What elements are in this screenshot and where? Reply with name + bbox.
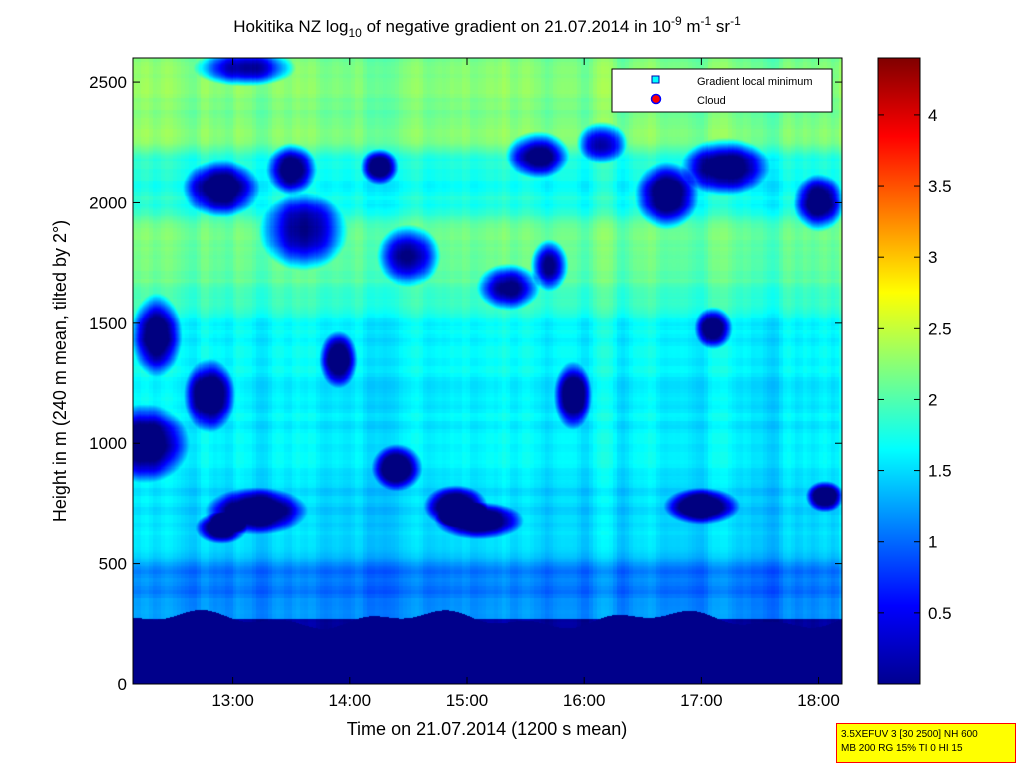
x-axis: 13:00 14:00 15:00 16:00 17:00 18:00 <box>211 58 840 710</box>
x-tick-label: 13:00 <box>211 691 254 710</box>
colorbar-gradient <box>877 57 921 685</box>
x-tick-label: 17:00 <box>680 691 723 710</box>
colorbar-tick-label: 2.5 <box>928 319 952 338</box>
legend-label-gradient-minimum: Gradient local minimum <box>697 76 813 88</box>
info-line-2: MB 200 RG 15% TI 0 HI 15 <box>841 743 963 754</box>
x-tick-label: 14:00 <box>329 691 372 710</box>
colorbar-ticks: 0.5 1 1.5 2 2.5 3 3.5 4 <box>878 106 952 623</box>
colorbar-tick-label: 4 <box>928 106 937 125</box>
plot-frame <box>132 57 843 685</box>
colorbar-tick-label: 3 <box>928 248 937 267</box>
legend: Gradient local minimum Cloud <box>611 68 833 113</box>
x-tick-label: 16:00 <box>563 691 606 710</box>
y-axis: 0 500 1000 1500 2000 2500 <box>89 73 842 694</box>
legend-marker-cloud <box>650 93 662 105</box>
y-tick-label: 2500 <box>89 73 127 92</box>
colorbar-tick-label: 1 <box>928 533 937 552</box>
colorbar-tick-label: 2 <box>928 390 937 409</box>
heatmap-image <box>133 58 842 684</box>
y-tick-label: 1000 <box>89 434 127 453</box>
colorbar: 0.5 1 1.5 2 2.5 3 3.5 4 <box>877 57 952 685</box>
chart-title: Hokitika NZ log10 of negative gradient o… <box>233 14 741 40</box>
x-tick-label: 18:00 <box>797 691 840 710</box>
x-axis-label: Time on 21.07.2014 (1200 s mean) <box>347 719 628 739</box>
colorbar-tick-label: 3.5 <box>928 177 952 196</box>
x-tick-label: 15:00 <box>446 691 489 710</box>
colorbar-tick-label: 0.5 <box>928 604 952 623</box>
legend-label-cloud: Cloud <box>697 95 726 107</box>
legend-marker-gradient-minimum <box>651 75 660 84</box>
settings-info-box: 3.5XEFUV 3 [30 2500] NH 600 MB 200 RG 15… <box>836 723 1016 763</box>
y-axis-label: Height in m (240 m mean, tilted by 2°) <box>50 220 70 522</box>
legend-box <box>611 68 833 113</box>
y-tick-label: 1500 <box>89 314 127 333</box>
y-tick-label: 500 <box>99 555 127 574</box>
y-tick-label: 2000 <box>89 193 127 212</box>
colorbar-tick-label: 1.5 <box>928 462 952 481</box>
y-tick-label: 0 <box>118 675 127 694</box>
info-line-1: 3.5XEFUV 3 [30 2500] NH 600 <box>841 729 978 740</box>
plot-area: 13:00 14:00 15:00 16:00 17:00 18:00 0 500 1000 1… <box>89 57 843 710</box>
